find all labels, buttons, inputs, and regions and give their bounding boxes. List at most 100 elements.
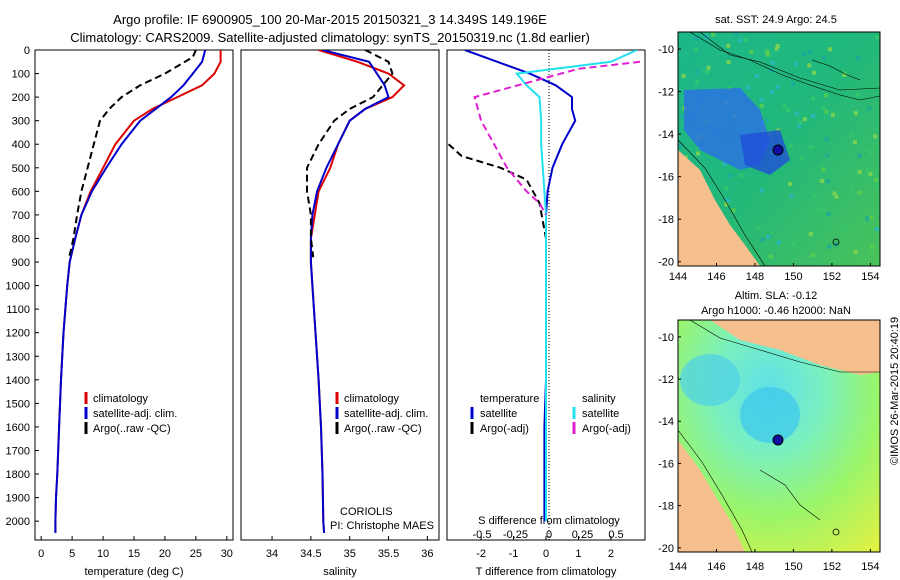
sst-pixel — [875, 35, 880, 40]
sst-pixel — [824, 136, 829, 141]
x-tick-label: -1 — [509, 548, 519, 560]
lon-tick-label: 148 — [746, 561, 764, 573]
series-salinity-satellite — [514, 50, 638, 522]
x-axis-label: salinity — [323, 566, 357, 578]
lat-tick-label: -18 — [658, 501, 674, 513]
x-tick-label: 34 — [266, 548, 278, 560]
x-tick-label: 1 — [575, 548, 581, 560]
legend-sal-argo-label: Argo(-adj) — [582, 423, 631, 435]
sst-pixel — [765, 49, 770, 54]
depth-tick-label: 1200 — [6, 328, 30, 340]
sst-pixel — [760, 237, 765, 242]
sst-island — [811, 59, 861, 81]
sst-pixel — [775, 84, 780, 89]
sst-pixel — [722, 162, 727, 167]
sst-pixel — [770, 89, 775, 94]
sla-low-anomaly — [740, 387, 800, 443]
legend-argo-label: Argo(..raw -QC) — [93, 423, 171, 435]
sst-pixel — [797, 124, 802, 129]
series-satellite-adj-clim — [54, 50, 207, 533]
sst-pixel — [768, 254, 773, 259]
x-tick-label: 2 — [608, 548, 614, 560]
sst-pixel — [755, 74, 760, 79]
sst-cold-patch — [740, 130, 790, 175]
sst-pixel — [738, 38, 743, 43]
sst-pixel — [867, 106, 872, 111]
x-tick-label: 0 — [38, 548, 44, 560]
sst-pixel — [678, 144, 683, 149]
sst-pixel — [823, 93, 828, 98]
sst-pixel — [695, 80, 700, 85]
sst-pixel — [799, 156, 804, 161]
curve-group — [306, 50, 406, 533]
sst-pixel — [842, 225, 847, 230]
x-tick-label: 15 — [128, 548, 140, 560]
sst-pixel — [826, 211, 831, 216]
sst-pixel — [798, 120, 803, 125]
depth-tick-label: 1300 — [6, 351, 30, 363]
sst-pixel — [868, 172, 873, 177]
depth-tick-label: 800 — [12, 233, 30, 245]
sst-pixel — [853, 250, 858, 255]
depth-tick-label: 0 — [24, 45, 30, 57]
sst-pixel — [769, 231, 774, 236]
depth-axis: 0 100 200 300 400 500 600 700 800 900 1000 1100 1200… — [6, 45, 39, 528]
sst-map-title: sat. SST: 24.9 Argo: 24.5 — [715, 14, 837, 26]
sst-pixel — [775, 43, 780, 48]
lat-tick-label: -18 — [658, 214, 674, 226]
secondary-tick-label: 0 — [546, 529, 552, 541]
sst-pixel — [787, 182, 792, 187]
lat-tick-label: -10 — [658, 44, 674, 56]
sst-pixel — [679, 114, 684, 119]
sst-pixel — [728, 173, 733, 178]
lat-tick-label: -14 — [658, 129, 674, 141]
series-satellite-adj-clim — [309, 50, 390, 533]
sst-pixel — [788, 144, 793, 149]
sst-pixel — [801, 51, 806, 56]
legend-argo-label: Argo(..raw -QC) — [344, 423, 422, 435]
legend-satellite-label: satellite-adj. clim. — [344, 408, 428, 420]
lat-tick-label: -16 — [658, 458, 674, 470]
legend-climatology-label: climatology — [344, 393, 400, 405]
series-temperature-satellite — [464, 50, 577, 522]
sst-pixel — [724, 202, 729, 207]
legend-satellite-label: satellite-adj. clim. — [93, 408, 177, 420]
x-tick-label: 0 — [543, 548, 549, 560]
lon-tick-label: 150 — [784, 561, 802, 573]
x-tick-label: 10 — [97, 548, 109, 560]
secondary-tick-label: 0.25 — [572, 529, 593, 541]
sst-pixel — [734, 32, 739, 37]
sst-pixel — [855, 92, 860, 97]
sst-pixel — [776, 240, 781, 245]
sla-coastline — [689, 319, 880, 373]
sst-shelf-contour — [677, 139, 766, 267]
sst-pixel — [724, 186, 729, 191]
depth-tick-label: 400 — [12, 139, 30, 151]
sst-pixel — [827, 47, 832, 52]
x-tick-label: 20 — [159, 548, 171, 560]
sst-pixel — [856, 56, 861, 61]
sla-reef-marker — [832, 528, 840, 536]
sst-pixel — [759, 97, 764, 102]
depth-tick-label: 200 — [12, 92, 30, 104]
depth-tick-label: 2000 — [6, 516, 30, 528]
sst-pixel — [811, 114, 816, 119]
sst-pixel — [810, 252, 815, 257]
sst-pixel — [842, 70, 847, 75]
lon-tick-label: 148 — [746, 271, 764, 283]
sst-pixel — [749, 49, 754, 54]
sla-reef-contour — [759, 469, 821, 521]
sst-pixel — [873, 134, 878, 139]
sst-pixel — [731, 208, 736, 213]
sst-pixel — [739, 173, 744, 178]
sst-pixel — [794, 111, 799, 116]
sla-shelf-contour — [677, 429, 753, 553]
secondary-axis-label: S difference from climatology — [478, 515, 620, 527]
sst-pixel — [822, 55, 827, 60]
sla-land — [678, 320, 880, 375]
sst-pixel — [790, 242, 795, 247]
sst-coastline — [689, 31, 881, 101]
sla-low-anomaly — [680, 354, 740, 406]
secondary-tick-label: -0.25 — [503, 529, 528, 541]
series-salinity-argo-adj — [473, 60, 641, 216]
